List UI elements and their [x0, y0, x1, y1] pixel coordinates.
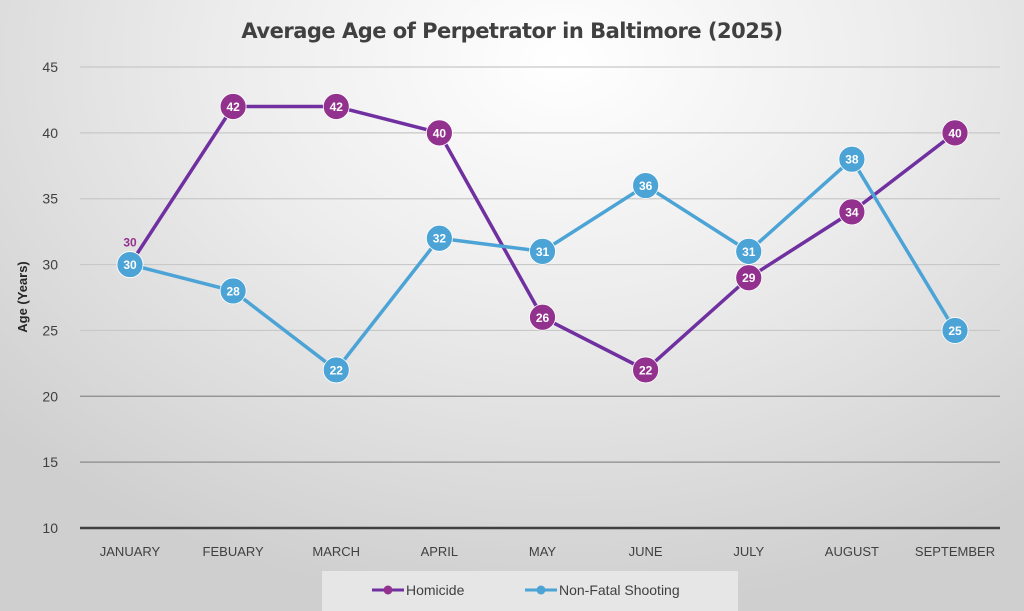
data-label: 30 — [123, 258, 137, 272]
data-point — [941, 119, 969, 147]
data-point — [219, 93, 247, 120]
y-tick-label: 10 — [42, 520, 58, 536]
y-tick-label: 35 — [42, 191, 58, 207]
data-label: 42 — [330, 100, 344, 114]
data-point — [529, 237, 556, 265]
y-tick-label: 25 — [42, 322, 58, 338]
data-label: 42 — [226, 100, 240, 114]
data-point — [632, 172, 660, 199]
x-tick-label: APRIL — [421, 544, 459, 559]
data-point — [322, 356, 350, 384]
data-point — [632, 356, 660, 384]
y-tick-label: 30 — [42, 257, 58, 273]
data-label: 31 — [742, 245, 756, 259]
data-label: 36 — [639, 179, 653, 193]
series-non-fatal-shooting — [116, 145, 969, 384]
data-label: 26 — [536, 311, 550, 325]
y-tick-label: 40 — [42, 125, 58, 141]
data-label: 30 — [123, 236, 137, 250]
x-tick-label: JANUARY — [100, 544, 161, 559]
data-label: 38 — [845, 153, 859, 167]
data-point — [529, 303, 556, 331]
data-point — [735, 237, 763, 265]
x-tick-label: SEPTEMBER — [915, 544, 995, 559]
data-label: 29 — [742, 271, 756, 285]
data-label: 22 — [330, 363, 344, 377]
y-tick-label: 20 — [42, 388, 58, 404]
data-point — [219, 277, 247, 305]
x-tick-label: AUGUST — [825, 544, 879, 559]
chart-title: Average Age of Perpetrator in Baltimore … — [241, 19, 782, 43]
data-label: 40 — [433, 126, 447, 140]
x-tick-label: MAY — [529, 544, 557, 559]
data-label: 28 — [226, 284, 240, 298]
legend-label: Homicide — [406, 582, 465, 598]
data-label: 32 — [433, 232, 447, 246]
x-tick-label: JUNE — [629, 544, 663, 559]
data-point — [838, 198, 866, 226]
legend-label: Non-Fatal Shooting — [559, 582, 680, 598]
data-point — [425, 119, 453, 147]
legend: Homicide Non-Fatal Shooting — [322, 571, 738, 611]
data-label: 34 — [845, 205, 859, 219]
data-point — [941, 317, 969, 344]
x-tick-label: JULY — [733, 544, 764, 559]
data-point — [838, 145, 866, 173]
data-point — [116, 251, 144, 278]
x-tick-label: MARCH — [312, 544, 360, 559]
legend-marker — [536, 585, 546, 595]
legend-marker — [383, 585, 393, 595]
y-tick-label: 15 — [42, 454, 58, 470]
y-axis-label: Age (Years) — [15, 261, 30, 333]
data-point — [322, 93, 350, 120]
data-label: 25 — [948, 324, 962, 338]
x-tick-label: FEBUARY — [203, 544, 264, 559]
data-point — [425, 224, 453, 252]
data-label: 31 — [536, 245, 550, 259]
data-label: 22 — [639, 363, 653, 377]
data-label: 40 — [948, 126, 962, 140]
y-tick-label: 45 — [42, 59, 58, 75]
